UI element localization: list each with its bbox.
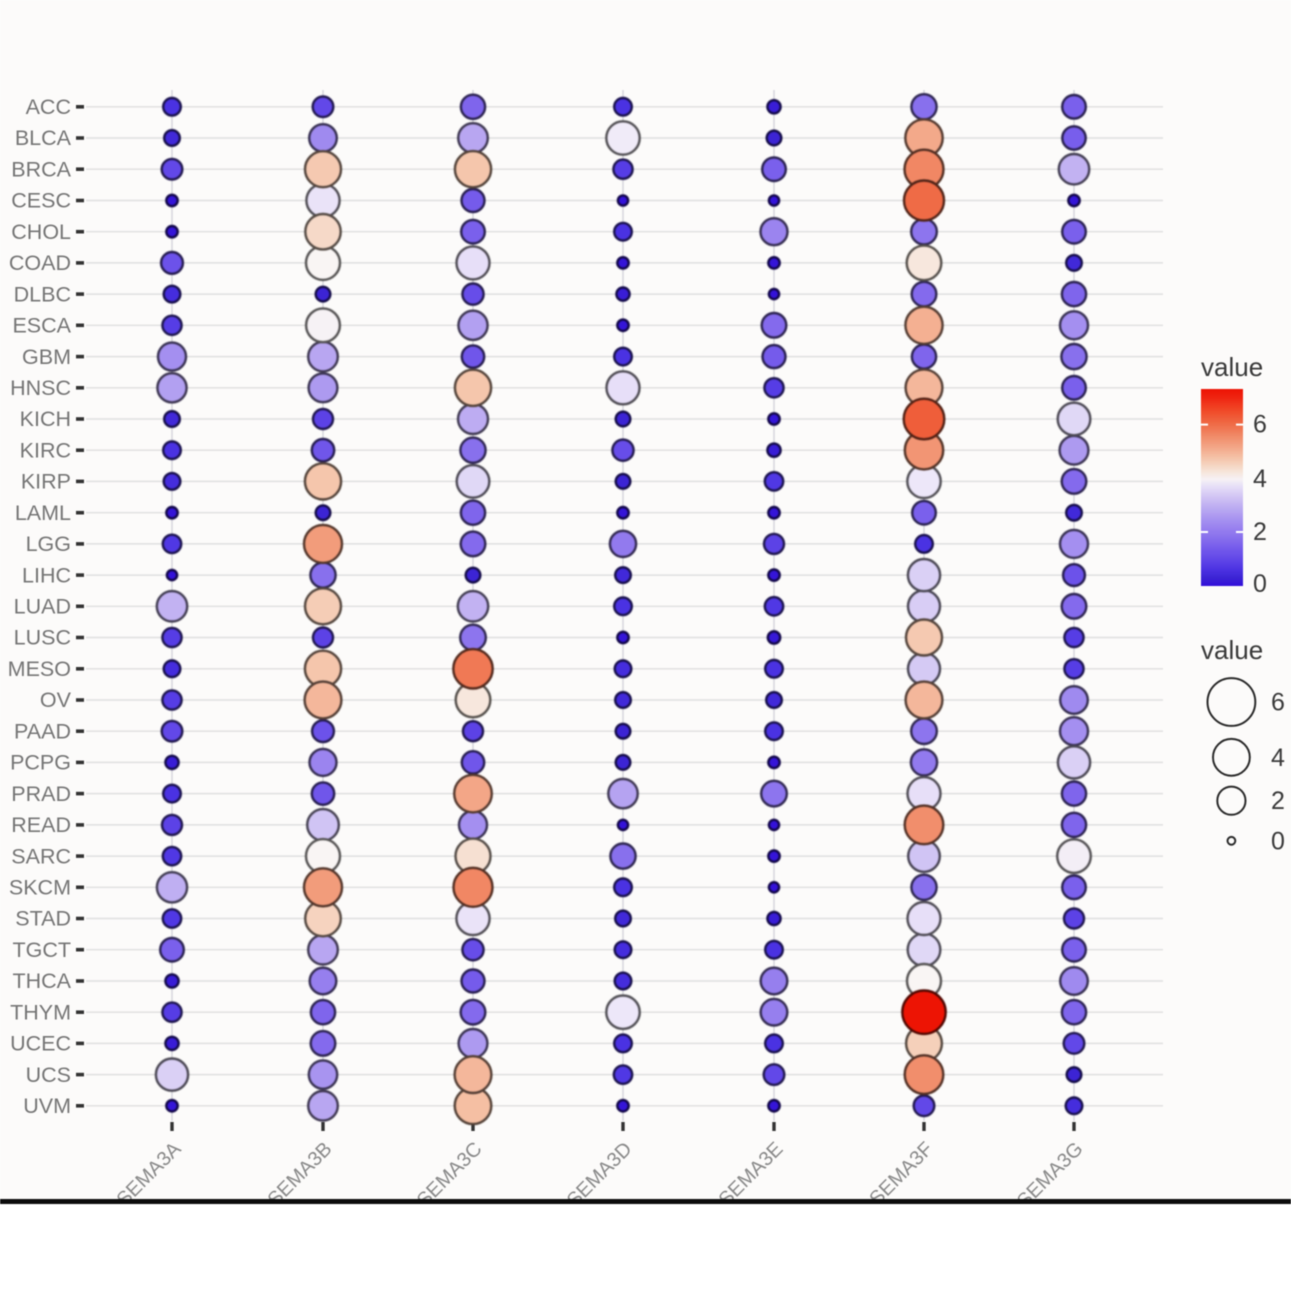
svg-text:HNSC: HNSC	[10, 376, 71, 400]
svg-text:PCPG: PCPG	[10, 751, 71, 775]
svg-text:MESO: MESO	[8, 657, 71, 681]
svg-text:0: 0	[1253, 570, 1267, 598]
svg-text:6: 6	[1271, 689, 1285, 717]
svg-text:4: 4	[1271, 744, 1285, 772]
svg-text:2: 2	[1253, 518, 1267, 546]
svg-text:TGCT: TGCT	[12, 938, 71, 962]
svg-text:CESC: CESC	[11, 189, 71, 213]
svg-text:0: 0	[1271, 827, 1285, 855]
svg-text:KIRP: KIRP	[21, 470, 71, 494]
svg-text:SKCM: SKCM	[9, 876, 71, 900]
svg-text:KIRC: KIRC	[20, 438, 71, 462]
svg-text:OV: OV	[40, 688, 72, 712]
svg-text:BLCA: BLCA	[15, 126, 72, 150]
svg-text:PAAD: PAAD	[14, 719, 71, 743]
svg-text:THYM: THYM	[10, 1000, 71, 1024]
svg-text:value: value	[1201, 352, 1263, 382]
svg-text:4: 4	[1253, 465, 1267, 493]
svg-text:GBM: GBM	[22, 345, 71, 369]
svg-text:value: value	[1201, 635, 1263, 665]
svg-text:2: 2	[1271, 787, 1285, 815]
svg-text:SARC: SARC	[11, 844, 71, 868]
svg-text:READ: READ	[11, 813, 71, 837]
svg-text:6: 6	[1253, 411, 1267, 439]
svg-text:LUAD: LUAD	[14, 595, 71, 619]
svg-text:LUSC: LUSC	[14, 626, 71, 650]
svg-text:DLBC: DLBC	[14, 282, 71, 306]
svg-text:ESCA: ESCA	[12, 314, 71, 338]
svg-text:UCS: UCS	[26, 1063, 71, 1087]
svg-text:STAD: STAD	[15, 907, 71, 931]
svg-text:ACC: ACC	[26, 95, 71, 119]
svg-text:UCEC: UCEC	[10, 1032, 71, 1056]
svg-text:PRAD: PRAD	[11, 782, 71, 806]
svg-text:LGG: LGG	[26, 532, 71, 556]
svg-text:BRCA: BRCA	[11, 157, 71, 181]
svg-text:KICH: KICH	[20, 407, 71, 431]
svg-text:COAD: COAD	[9, 251, 71, 275]
svg-text:LIHC: LIHC	[22, 563, 71, 587]
svg-text:UVM: UVM	[23, 1094, 71, 1118]
svg-text:LAML: LAML	[15, 501, 71, 525]
svg-text:CHOL: CHOL	[11, 220, 71, 244]
svg-text:THCA: THCA	[12, 969, 71, 993]
